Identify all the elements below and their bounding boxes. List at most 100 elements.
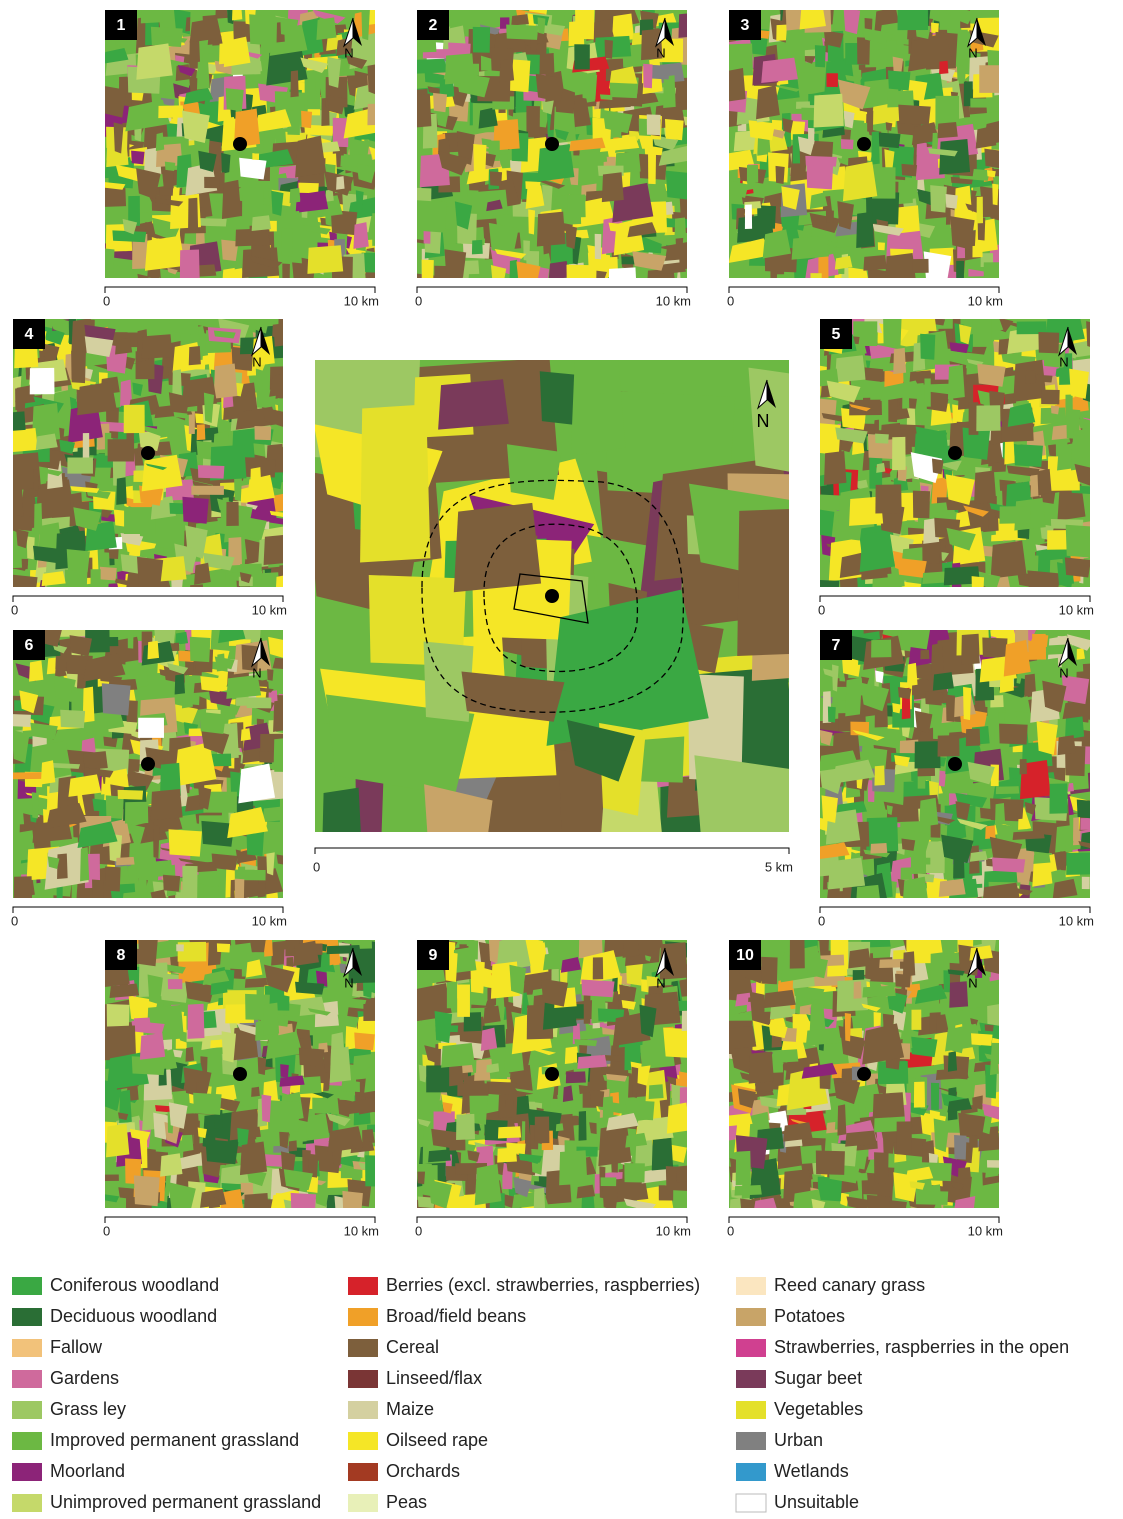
land-parcel [583,995,591,1024]
land-parcel [261,1094,272,1123]
land-parcel [168,1102,188,1129]
land-parcel [337,1014,360,1028]
land-parcel [729,990,738,1001]
land-parcel [986,979,999,1006]
land-parcel [444,53,475,85]
land-parcel [922,540,941,564]
land-parcel [603,109,633,134]
land-parcel [729,1113,753,1127]
land-parcel [1019,759,1051,800]
land-parcel [915,426,948,454]
land-parcel [622,940,640,958]
land-parcel [326,1113,351,1127]
land-parcel [992,857,1026,873]
land-parcel [678,13,687,38]
land-parcel [537,17,546,35]
land-parcel [821,412,845,422]
land-parcel [494,249,527,259]
land-parcel [279,1075,305,1087]
land-parcel [872,223,904,236]
legend-label: Wetlands [774,1461,849,1481]
land-parcel [240,728,251,741]
land-parcel [969,851,988,862]
legend-swatch [12,1463,42,1481]
legend-swatch [12,1494,42,1512]
land-parcel [137,273,149,278]
land-parcel [865,191,900,225]
north-label: N [252,665,261,680]
land-parcel [962,427,991,460]
land-parcel [67,457,93,474]
land-parcel [203,791,237,813]
panel-number-box [820,630,852,660]
land-parcel [982,1103,999,1120]
land-parcel [984,148,999,169]
land-parcel [342,1190,363,1208]
land-parcel [901,838,916,851]
land-parcel [280,1064,289,1078]
land-parcel [138,940,158,967]
legend-swatch [736,1432,766,1450]
scale-end: 10 km [968,293,1003,308]
land-parcel [763,989,796,1009]
map: N [105,10,375,278]
land-parcel [945,474,975,505]
land-parcel [775,165,785,184]
land-parcel [71,350,86,384]
land-parcel [123,404,145,434]
land-parcel [254,319,270,334]
land-parcel [456,1113,476,1140]
land-parcel [267,516,283,525]
land-parcel [674,217,687,239]
land-parcel [952,404,965,426]
land-parcel [191,485,224,495]
land-parcel [903,876,928,898]
land-parcel [827,706,836,723]
legend-label: Peas [386,1492,427,1512]
land-parcel [734,1184,762,1196]
land-parcel [213,363,238,399]
land-parcel [538,178,566,189]
land-parcel [221,1031,237,1063]
land-parcel [987,49,999,68]
land-parcel [276,854,283,865]
land-parcel [565,1071,586,1084]
land-parcel [518,1153,543,1163]
land-parcel [744,204,753,229]
land-parcel [609,82,639,99]
land-parcel [729,181,749,198]
land-parcel [68,774,102,797]
land-parcel [101,683,131,716]
land-parcel [876,462,886,473]
land-parcel [754,1197,777,1208]
land-parcel [193,1092,222,1115]
legend-label: Deciduous woodland [50,1306,217,1326]
land-parcel [26,536,35,560]
land-parcel [489,171,503,187]
land-parcel [472,26,491,53]
land-parcel [160,1153,183,1177]
land-parcel [231,10,243,21]
land-parcel [809,1002,826,1038]
land-parcel [1081,876,1090,890]
land-parcel [167,663,189,675]
north-arrow [353,948,362,976]
land-parcel [29,367,55,395]
land-parcel [513,1176,532,1198]
buffer-ring [421,479,684,713]
land-parcel [266,443,283,461]
land-parcel [566,264,597,278]
land-parcel [177,64,196,77]
land-parcel [956,260,965,278]
scale-end: 10 km [1059,602,1094,617]
land-parcel [1050,405,1060,415]
land-parcel [1080,818,1090,830]
land-parcel [188,345,201,366]
land-parcel [105,795,124,819]
north-label: N [968,975,977,990]
land-parcel [200,676,222,692]
land-parcel [1032,633,1049,648]
land-parcel [826,380,861,403]
legend-swatch [736,1463,766,1481]
